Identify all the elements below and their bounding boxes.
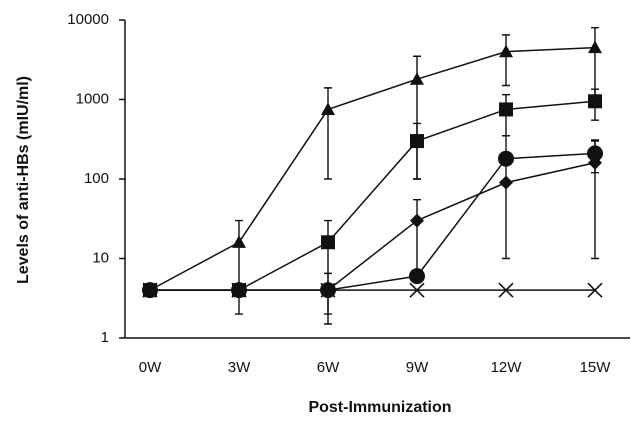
marker xyxy=(499,102,513,117)
error-bar xyxy=(324,272,332,325)
marker xyxy=(499,44,513,58)
y-tick-label: 10 xyxy=(92,249,109,266)
y-tick-label: 1000 xyxy=(76,90,109,107)
marker xyxy=(409,282,425,298)
y-tick-label: 100 xyxy=(84,170,109,187)
marker xyxy=(410,213,424,228)
marker xyxy=(232,235,246,248)
x-tick-label: 0W xyxy=(139,359,162,376)
marker xyxy=(588,40,602,54)
y-tick-label: 10000 xyxy=(67,11,109,28)
marker xyxy=(588,155,602,170)
marker xyxy=(410,134,424,149)
marker xyxy=(587,145,603,162)
marker xyxy=(231,282,247,298)
marker xyxy=(142,282,158,298)
error-bar xyxy=(235,219,243,315)
marker xyxy=(321,102,335,116)
error-bar xyxy=(502,34,510,87)
y-tick-label: 1 xyxy=(101,329,109,346)
x-tick-label: 12W xyxy=(491,359,523,376)
x-tick-label: 3W xyxy=(228,359,251,376)
marker xyxy=(321,235,335,250)
marker xyxy=(410,72,424,85)
error-bar xyxy=(324,87,332,180)
marker xyxy=(499,175,513,190)
x-tick-label: 15W xyxy=(580,359,612,376)
error-bar xyxy=(413,122,421,180)
marker xyxy=(588,94,602,109)
series-line xyxy=(150,100,596,291)
series-line xyxy=(150,162,596,291)
x-tick-label: 6W xyxy=(317,359,340,376)
marker xyxy=(587,282,603,298)
series-line xyxy=(150,152,596,291)
marker xyxy=(409,268,425,285)
y-axis-title: Levels of anti-HBs (mIU/ml) xyxy=(15,76,32,284)
series-line xyxy=(149,46,596,291)
x-axis-title: Post-Immunization xyxy=(308,399,451,416)
marker xyxy=(498,282,514,298)
x-tick-label: 9W xyxy=(406,359,429,376)
marker xyxy=(320,282,336,298)
marker xyxy=(498,150,514,167)
